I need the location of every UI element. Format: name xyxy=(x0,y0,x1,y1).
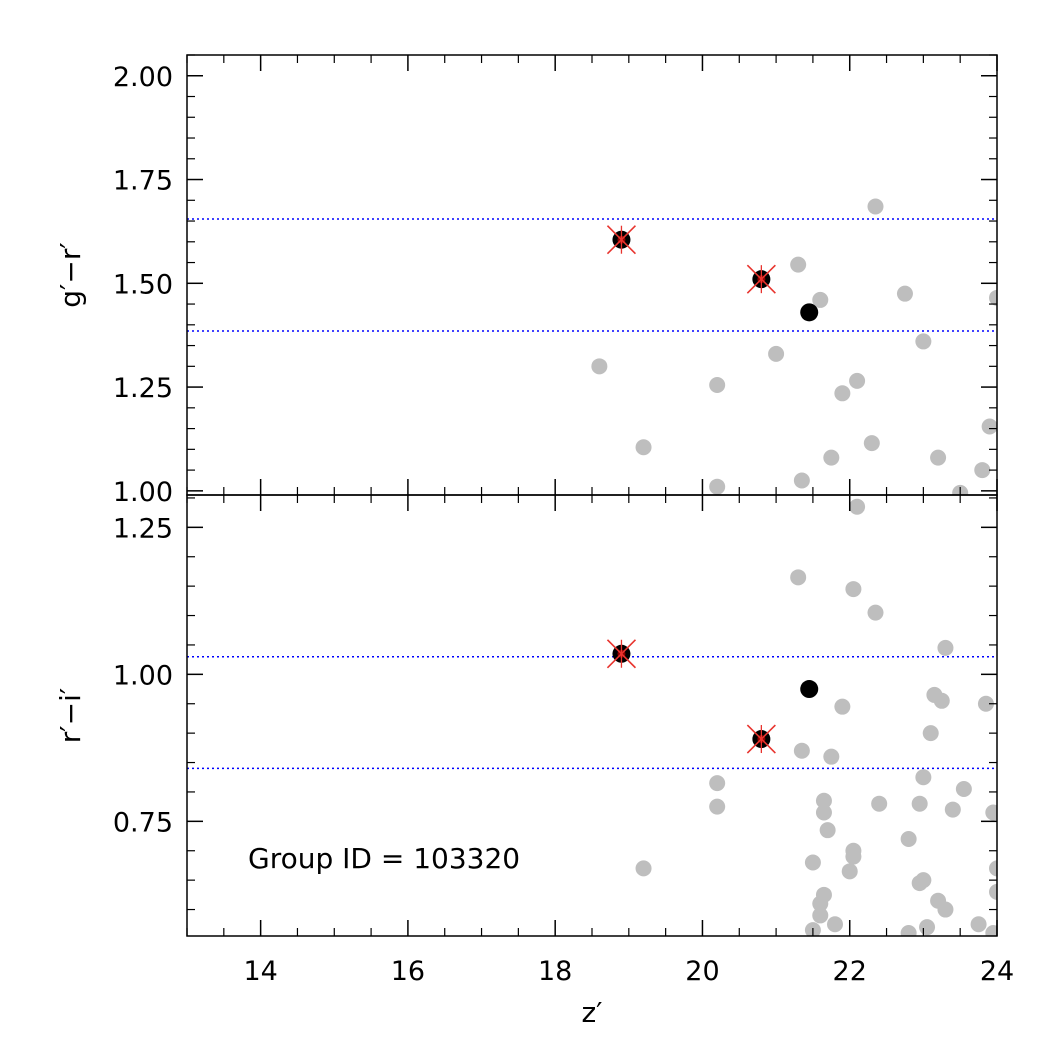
top-field-point xyxy=(834,385,851,402)
top-field-point xyxy=(863,435,880,452)
top-y-tick-label: 2.00 xyxy=(113,62,173,93)
bottom-field-point xyxy=(815,804,832,821)
limit-lines-layer xyxy=(187,218,997,770)
bottom-field-point xyxy=(871,795,888,812)
bottom-member-point xyxy=(800,680,819,699)
bottom-field-point xyxy=(709,798,726,815)
bottom-field-point xyxy=(815,792,832,809)
bottom-field-point xyxy=(937,901,954,918)
top-member-point xyxy=(800,303,819,322)
top-field-point xyxy=(709,478,726,495)
bottom-field-point xyxy=(989,860,997,877)
bottom-field-point xyxy=(834,698,851,715)
bottom-field-point xyxy=(804,854,821,871)
top-red-sequence-point xyxy=(606,225,637,255)
bottom-field-point xyxy=(849,498,866,515)
bottom-field-point xyxy=(919,919,936,936)
bottom-red-sequence-point xyxy=(606,639,637,669)
x-tick-label: 16 xyxy=(391,956,425,987)
bottom-y-tick-label: 1.25 xyxy=(113,513,173,544)
top-field-point xyxy=(790,256,807,273)
points-layer xyxy=(591,198,997,936)
x-tick-label: 22 xyxy=(833,956,867,987)
top-field-point xyxy=(709,377,726,393)
top-y-tick-label: 1.50 xyxy=(113,269,173,300)
bottom-field-point xyxy=(793,742,810,759)
top-field-point xyxy=(974,462,991,479)
top-field-point xyxy=(915,333,932,350)
bottom-field-point xyxy=(845,581,862,598)
bottom-field-point xyxy=(819,822,836,839)
x-tick-label: 20 xyxy=(685,956,719,987)
top-panel-frame xyxy=(186,54,998,496)
bottom-y-axis-title: r′−i′ xyxy=(54,688,87,743)
bottom-field-point xyxy=(823,748,840,765)
top-red-sequence-point xyxy=(746,264,776,294)
bottom-field-point xyxy=(970,916,987,933)
bottom-field-point xyxy=(985,925,997,936)
top-field-point xyxy=(981,418,997,435)
bottom-field-point xyxy=(841,863,858,880)
bottom-field-point xyxy=(911,795,928,812)
bottom-field-point xyxy=(915,769,932,786)
bottom-points-group xyxy=(606,498,997,936)
bottom-field-point xyxy=(867,604,884,621)
bottom-field-point xyxy=(989,883,997,900)
bottom-field-point xyxy=(900,830,917,847)
top-y-tick-label: 1.25 xyxy=(113,373,173,404)
bottom-field-point xyxy=(985,804,997,821)
bottom-y-tick-label: 1.00 xyxy=(113,660,173,691)
x-axis-title: z′ xyxy=(581,996,602,1029)
top-y-tick-label: 1.00 xyxy=(113,477,173,508)
bottom-field-point xyxy=(922,725,939,742)
bottom-y-tick-label: 0.75 xyxy=(113,807,173,838)
bottom-field-point xyxy=(815,886,832,903)
bottom-field-point xyxy=(955,781,972,797)
top-field-point xyxy=(635,439,652,456)
top-field-point xyxy=(768,345,785,362)
bottom-field-point xyxy=(827,916,843,933)
top-field-point xyxy=(930,449,947,466)
top-field-point xyxy=(867,198,884,215)
bottom-field-point xyxy=(937,639,954,656)
top-field-point xyxy=(793,472,810,489)
bottom-field-point xyxy=(933,692,950,709)
top-field-point xyxy=(896,285,913,302)
top-field-point xyxy=(849,372,866,389)
bottom-field-point xyxy=(944,801,961,818)
bottom-field-point xyxy=(812,907,829,924)
bottom-red-sequence-point xyxy=(746,724,776,754)
top-field-point xyxy=(989,289,997,306)
top-field-point xyxy=(591,358,608,375)
top-y-axis-title: g′−r′ xyxy=(54,242,87,307)
bottom-field-point xyxy=(845,848,862,865)
bottom-field-point xyxy=(977,695,994,712)
bottom-field-point xyxy=(790,569,807,586)
bottom-field-point xyxy=(915,872,932,889)
bottom-field-point xyxy=(709,775,726,792)
x-tick-label: 14 xyxy=(243,956,277,987)
top-field-point xyxy=(812,291,829,308)
bottom-field-point xyxy=(635,860,652,877)
top-points-group xyxy=(591,198,997,495)
top-y-tick-label: 1.75 xyxy=(113,166,173,197)
x-tick-label: 18 xyxy=(538,956,572,987)
axes-layer xyxy=(186,54,998,937)
group-id-annotation: Group ID = 103320 xyxy=(248,842,520,875)
bottom-field-point xyxy=(900,925,917,936)
labels-layer: Group ID = 103320 1.00 1.25 1.50 1.75 2.00 g′… xyxy=(54,62,1014,1029)
x-tick-label: 24 xyxy=(980,956,1014,987)
top-field-point xyxy=(823,449,840,466)
